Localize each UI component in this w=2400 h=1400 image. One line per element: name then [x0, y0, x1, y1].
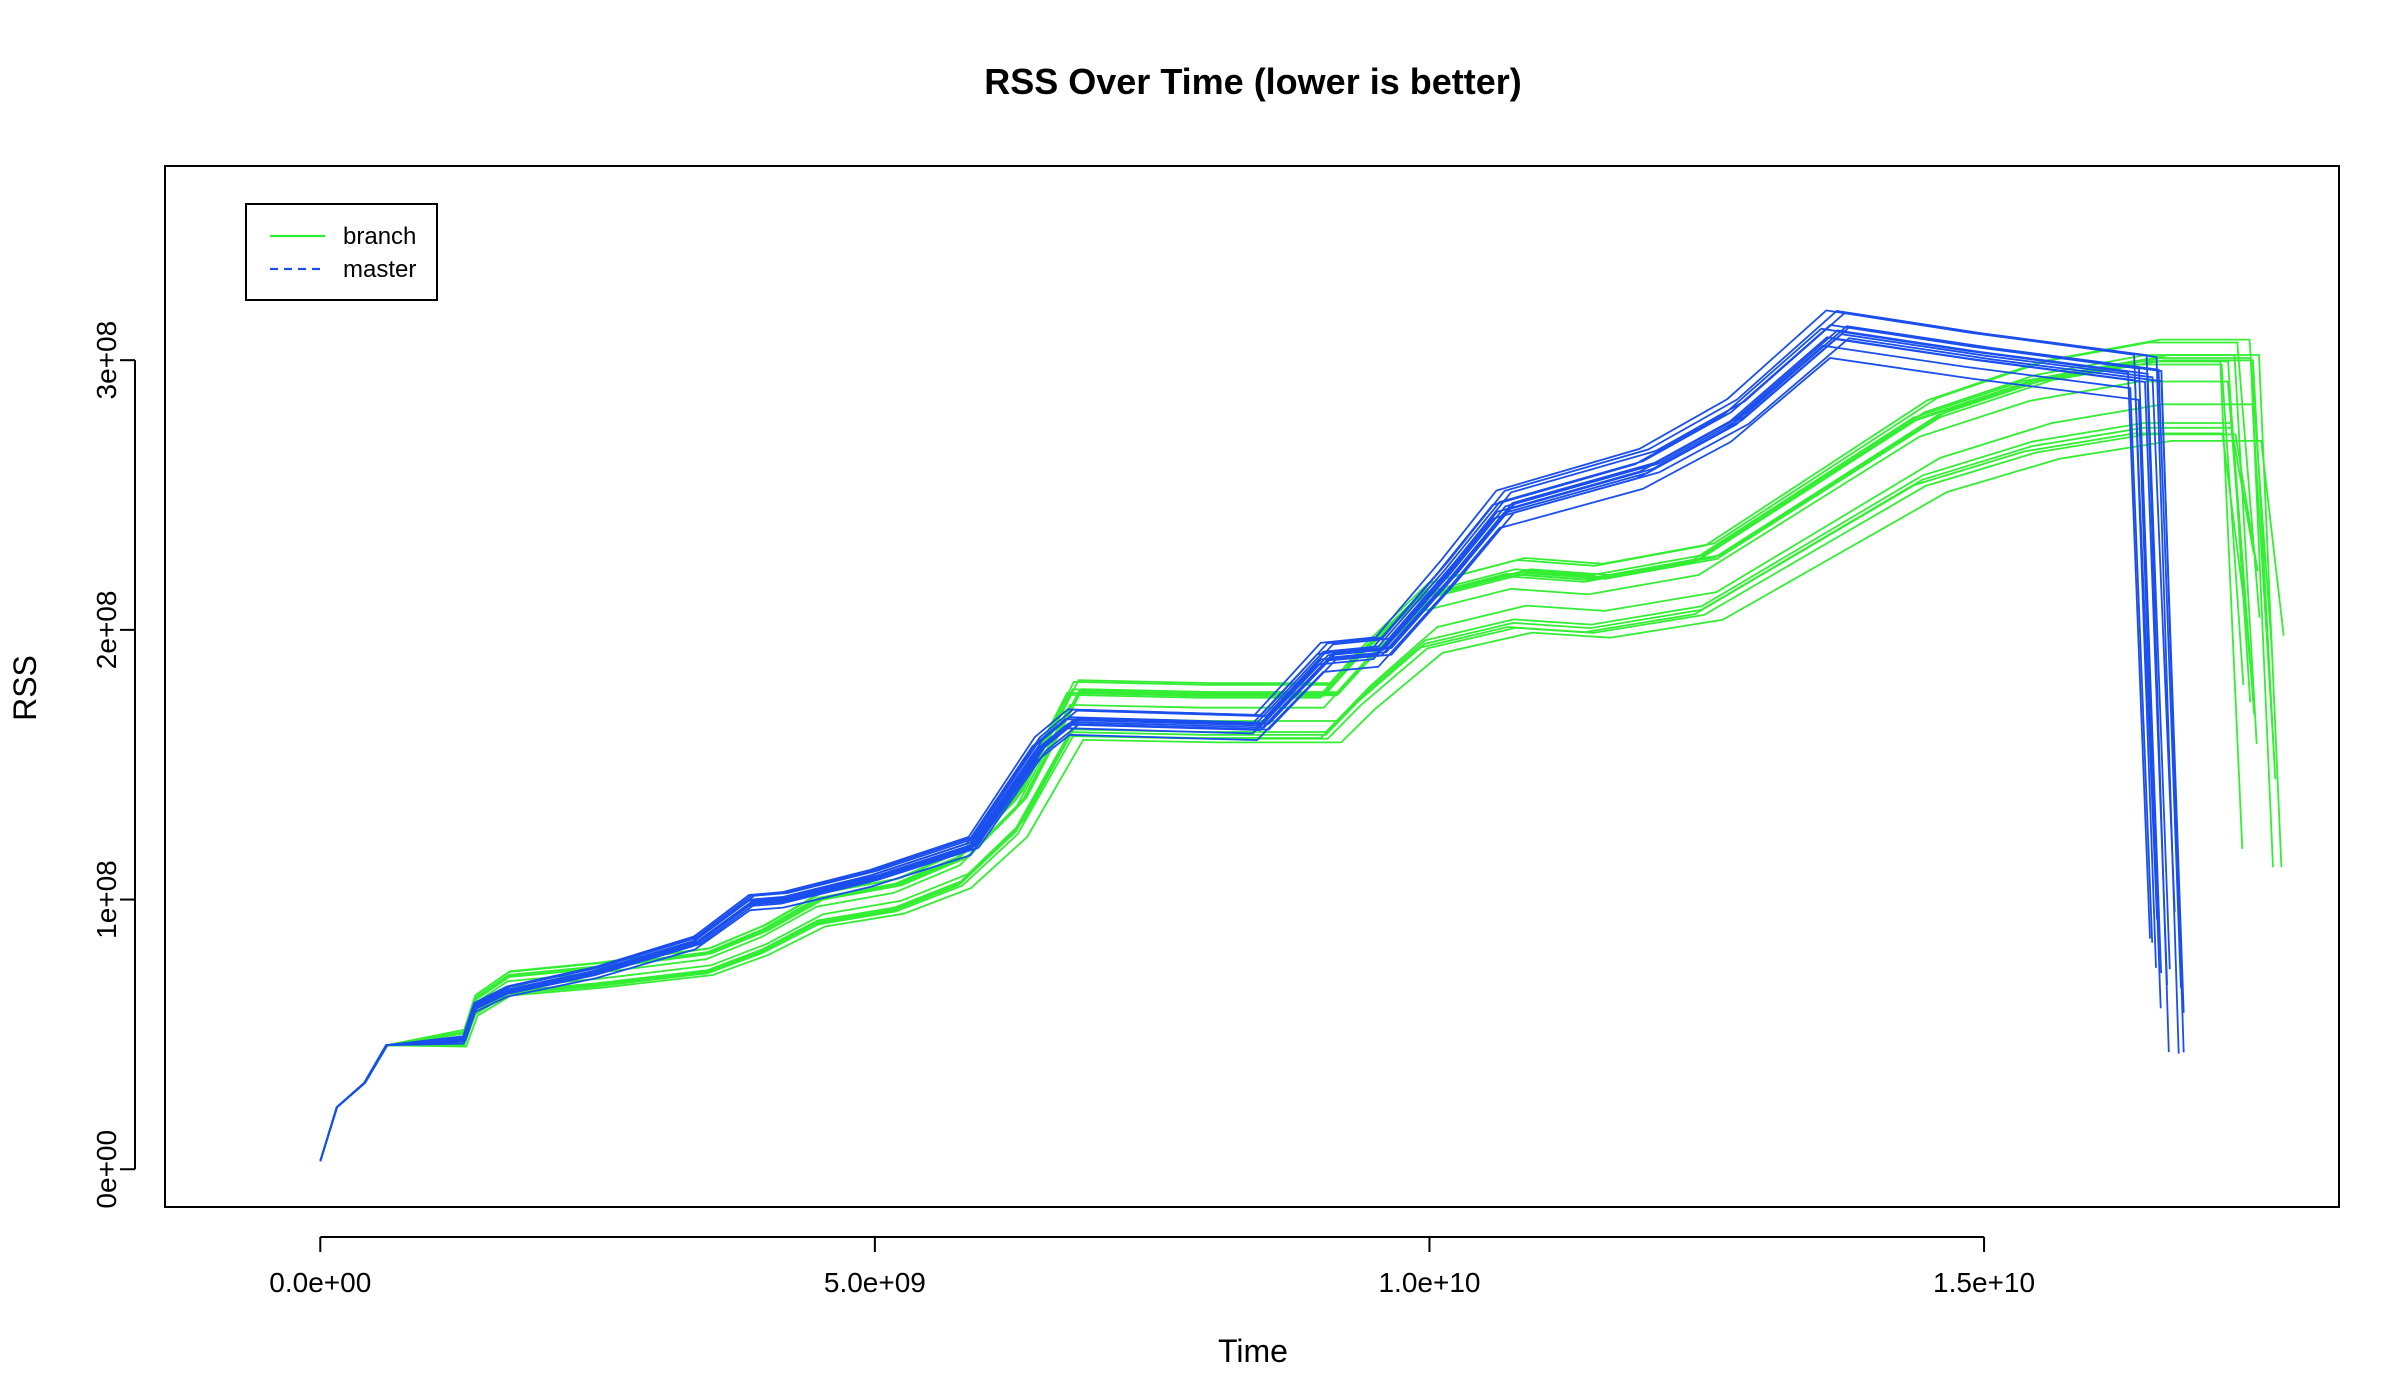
master-run-line [319, 326, 2185, 1162]
master-run-line [319, 338, 2168, 1162]
y-tick-label: 3e+08 [91, 321, 122, 400]
master-run-line [319, 309, 2157, 1162]
x-axis-label: Time [1218, 1333, 1288, 1369]
branch-run-line [319, 426, 2255, 1162]
y-tick-label: 1e+08 [91, 860, 122, 939]
branch-run-line [319, 359, 2277, 1162]
y-axis-label: RSS [7, 655, 43, 721]
branch-run-line [319, 380, 2251, 1162]
branch-run-line [319, 439, 2285, 1162]
master-run-line [319, 337, 2185, 1162]
branch-run-line [319, 357, 2274, 1162]
master-run-line [319, 325, 2182, 1162]
branch-run-line [319, 433, 2259, 1162]
series-layer [319, 309, 2285, 1162]
x-tick-label: 1.0e+10 [1378, 1267, 1480, 1298]
x-tick-label: 5.0e+09 [824, 1267, 926, 1298]
y-tick-label: 2e+08 [91, 591, 122, 670]
branch-run-line [319, 363, 2245, 1162]
master-run-line [319, 327, 2151, 1162]
series-branch [319, 338, 2285, 1162]
plot-frame [164, 165, 2340, 1208]
x-tick-label: 1.5e+10 [1933, 1267, 2035, 1298]
x-axis: 0.0e+00 5.0e+09 1.0e+10 1.5e+10 [269, 1236, 2035, 1298]
branch-run-line [319, 360, 2244, 1162]
legend-box [245, 203, 438, 301]
branch-run-line [319, 354, 2258, 1162]
branch-run-line [319, 403, 2276, 1162]
series-master [319, 309, 2185, 1162]
master-run-line [319, 329, 2171, 1162]
master-run-line [319, 357, 2162, 1162]
branch-run-line [319, 422, 2256, 1162]
legend: branch master [245, 203, 438, 301]
branch-run-line [319, 432, 2246, 1162]
legend-label-branch: branch [343, 223, 416, 250]
branch-run-line [319, 360, 2252, 1162]
branch-run-line [319, 354, 2283, 1162]
chart-title: RSS Over Time (lower is better) [984, 61, 1522, 102]
legend-label-master: master [343, 256, 416, 283]
master-run-line [319, 309, 2170, 1162]
master-run-line [319, 344, 2154, 1162]
y-axis: 0e+00 1e+08 2e+08 3e+08 [91, 321, 136, 1209]
master-run-line [319, 333, 2176, 1162]
y-tick-label: 0e+00 [91, 1130, 122, 1209]
x-tick-label: 0.0e+00 [269, 1267, 371, 1298]
